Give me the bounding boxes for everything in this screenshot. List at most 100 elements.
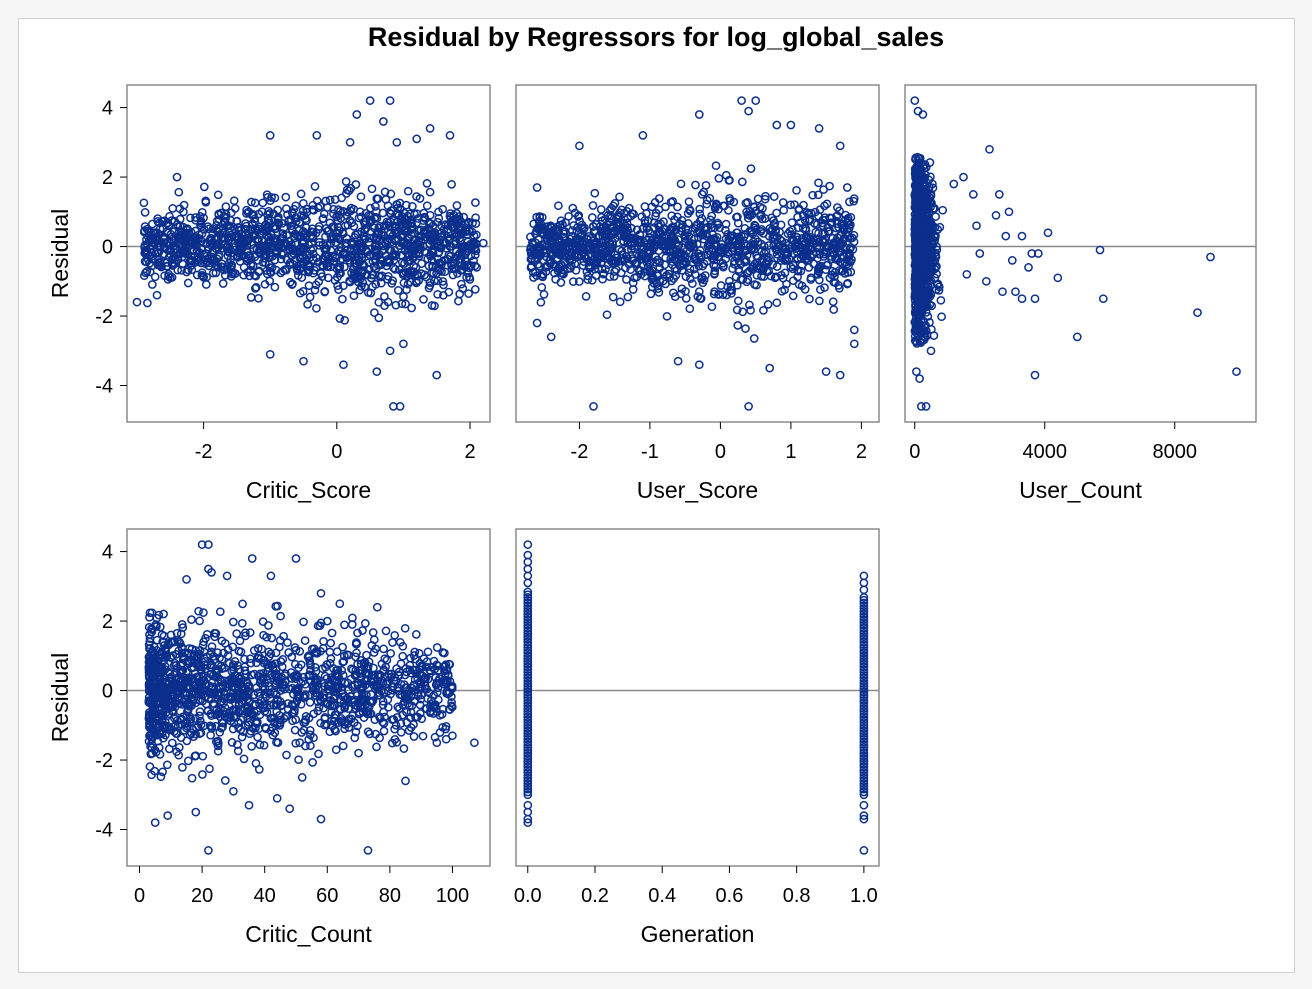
data-point — [975, 249, 985, 258]
data-point — [788, 264, 798, 274]
data-point — [327, 628, 337, 638]
data-point — [384, 221, 394, 231]
data-point — [224, 659, 234, 668]
data-point — [661, 233, 671, 243]
data-point — [409, 252, 418, 261]
data-point — [725, 196, 735, 205]
data-point — [1098, 294, 1108, 304]
data-point — [641, 240, 651, 250]
data-point — [334, 211, 344, 220]
data-point — [694, 251, 704, 261]
data-point — [211, 737, 221, 747]
data-point — [305, 253, 314, 263]
data-point — [759, 229, 768, 238]
data-point — [537, 271, 546, 281]
data-point — [573, 212, 583, 221]
data-point — [959, 172, 968, 182]
data-point — [439, 280, 448, 290]
data-point — [385, 346, 395, 356]
data-point — [246, 293, 256, 302]
data-point — [750, 259, 760, 269]
data-point — [199, 637, 209, 647]
data-point — [265, 131, 275, 140]
data-point — [234, 723, 243, 732]
data-point — [390, 245, 400, 255]
data-point — [569, 221, 578, 230]
data-point — [823, 260, 833, 270]
data-point — [196, 222, 206, 232]
data-point — [296, 263, 306, 273]
data-point — [470, 285, 480, 294]
data-point — [919, 222, 928, 232]
data-point — [813, 190, 823, 200]
data-point — [147, 280, 157, 289]
data-point — [277, 218, 287, 228]
data-point — [308, 758, 317, 767]
data-point — [694, 110, 704, 119]
data-point — [425, 187, 435, 197]
data-point — [198, 272, 208, 281]
data-point — [763, 300, 773, 309]
data-point — [800, 246, 810, 256]
data-point — [568, 277, 578, 286]
data-point — [791, 244, 800, 254]
data-point — [374, 313, 384, 323]
data-point — [532, 183, 542, 192]
data-point — [626, 265, 635, 274]
data-point — [185, 237, 195, 246]
data-point — [365, 233, 374, 243]
data-point — [740, 223, 750, 233]
data-point — [761, 191, 770, 201]
data-point — [383, 680, 392, 689]
data-point — [427, 301, 437, 310]
data-point — [780, 285, 789, 295]
markers-critic-count — [144, 540, 479, 855]
figure-frame — [18, 18, 1295, 973]
data-point — [186, 213, 195, 223]
chart-title: Residual by Regressors for log_global_sa… — [367, 22, 945, 52]
data-point — [430, 732, 440, 742]
data-point — [210, 234, 220, 244]
data-point — [709, 255, 719, 265]
data-point — [753, 194, 763, 204]
data-point — [759, 306, 768, 315]
data-point — [194, 257, 203, 266]
data-point — [553, 266, 563, 276]
data-point — [744, 402, 753, 411]
data-point — [685, 205, 694, 214]
data-point — [419, 295, 428, 304]
data-point — [587, 213, 597, 222]
data-point — [428, 262, 438, 272]
data-point — [766, 271, 776, 281]
data-point — [314, 702, 324, 712]
data-point — [250, 224, 260, 234]
data-point — [472, 263, 482, 272]
data-point — [1017, 231, 1027, 241]
data-point — [711, 199, 721, 209]
data-point — [849, 325, 859, 335]
data-point — [818, 229, 827, 238]
data-point — [463, 218, 473, 228]
data-point — [844, 256, 854, 265]
data-point — [140, 248, 150, 258]
data-point — [433, 289, 442, 299]
data-point — [199, 182, 209, 192]
data-point — [440, 267, 450, 277]
data-point — [247, 197, 256, 207]
data-point — [652, 255, 662, 265]
data-point — [465, 275, 475, 284]
data-point — [842, 183, 852, 192]
data-point — [386, 649, 396, 658]
data-point — [655, 276, 665, 286]
data-point — [733, 250, 742, 260]
data-point — [622, 275, 631, 284]
data-point — [765, 363, 775, 373]
data-point — [211, 268, 221, 278]
data-point — [188, 246, 198, 256]
data-point — [450, 258, 460, 268]
data-point — [676, 289, 686, 299]
data-point — [737, 177, 747, 187]
data-point — [842, 224, 852, 234]
data-point — [760, 194, 770, 204]
